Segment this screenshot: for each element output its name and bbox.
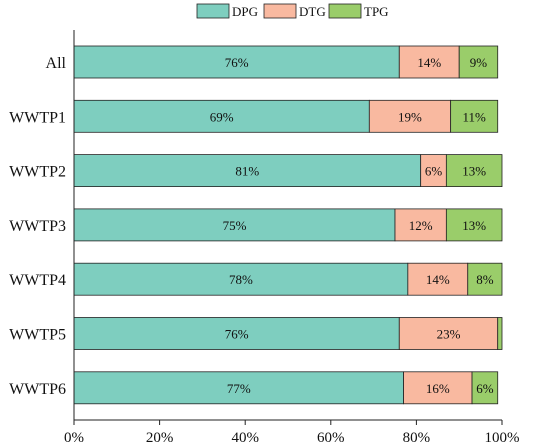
bar-wwtp2-dpg xyxy=(73,154,422,188)
y-tick-label-all: All xyxy=(46,55,67,72)
x-tick-label: 0% xyxy=(64,430,84,445)
bar-wwtp4-dtg xyxy=(407,262,469,296)
x-tick-label: 20% xyxy=(146,430,174,445)
bar-all-dtg xyxy=(398,45,460,79)
bar-wwtp1-dpg xyxy=(73,99,370,133)
y-tick-label-wwtp1: WWTP1 xyxy=(9,109,66,126)
bar-all-tpg xyxy=(458,45,499,79)
y-tick-label-wwtp4: WWTP4 xyxy=(9,272,66,289)
legend-swatch-dpg xyxy=(196,3,230,19)
x-tick-label: 60% xyxy=(317,430,345,445)
x-tick-label: 40% xyxy=(231,430,259,445)
y-tick-label-wwtp3: WWTP3 xyxy=(9,218,66,235)
data-label-wwtp4-dpg: 78% xyxy=(229,272,253,287)
data-label-all-dpg: 76% xyxy=(225,55,249,70)
bar-wwtp2-dtg xyxy=(420,154,447,188)
data-label-wwtp5-dtg: 23% xyxy=(437,327,461,342)
legend-label-dpg: DPG xyxy=(232,4,258,19)
y-axis: All WWTP1 WWTP2 WWTP3 WWTP4 WWTP5 WWTP6 xyxy=(9,30,75,420)
bar-wwtp5-dtg xyxy=(398,317,499,350)
data-label-wwtp3-tpg: 13% xyxy=(462,218,486,233)
data-label-wwtp4-dtg: 14% xyxy=(426,272,450,287)
bar-wwtp1-tpg xyxy=(450,99,499,133)
data-label-wwtp4-tpg: 8% xyxy=(476,272,494,287)
data-label-wwtp6-dpg: 77% xyxy=(227,381,251,396)
legend-label-tpg: TPG xyxy=(364,4,389,19)
bar-wwtp6-tpg xyxy=(471,371,499,405)
bar-wwtp4-dpg xyxy=(73,262,409,296)
data-label-wwtp1-dtg: 19% xyxy=(398,109,422,124)
data-label-wwtp3-dpg: 75% xyxy=(223,218,247,233)
x-tick-label: 100% xyxy=(485,430,520,445)
legend-swatch-tpg xyxy=(328,3,362,19)
data-label-wwtp2-dpg: 81% xyxy=(235,164,259,179)
data-label-wwtp2-dtg: 6% xyxy=(425,164,443,179)
bar-all-dpg xyxy=(73,45,400,79)
legend: DPG DTG TPG xyxy=(196,3,389,19)
data-label-wwtp2-tpg: 13% xyxy=(462,164,486,179)
bar-wwtp4-tpg xyxy=(467,262,503,296)
x-tick-label: 80% xyxy=(403,430,431,445)
bar-wwtp6-dtg xyxy=(403,371,473,405)
bar-wwtp5-tpg xyxy=(497,317,503,350)
x-axis: 0% 20% 40% 60% 80% 100% xyxy=(64,419,520,445)
bar-wwtp3-dpg xyxy=(73,208,396,242)
data-label-all-tpg: 9% xyxy=(470,55,488,70)
legend-label-dtg: DTG xyxy=(299,4,326,19)
data-label-wwtp6-tpg: 6% xyxy=(476,381,494,396)
data-label-wwtp6-dtg: 16% xyxy=(426,381,450,396)
data-label-wwtp1-tpg: 11% xyxy=(463,109,487,124)
y-tick-label-wwtp2: WWTP2 xyxy=(9,164,66,181)
y-tick-label-wwtp6: WWTP6 xyxy=(9,381,66,398)
bar-wwtp2-tpg xyxy=(445,154,503,188)
data-label-wwtp3-dtg: 12% xyxy=(409,218,433,233)
data-label-wwtp5-dpg: 76% xyxy=(225,327,249,342)
data-label-wwtp1-dpg: 69% xyxy=(210,109,234,124)
y-tick-label-wwtp5: WWTP5 xyxy=(9,327,66,344)
bars: 76% 14% 9% 69% 19% 11% 81% 6% 13% 75% 12% 13% 78% 14%… xyxy=(73,45,503,405)
bar-wwtp1-dtg xyxy=(368,99,452,133)
bar-wwtp3-tpg xyxy=(445,208,503,242)
legend-swatch-dtg xyxy=(263,3,297,19)
data-label-all-dtg: 14% xyxy=(417,55,441,70)
